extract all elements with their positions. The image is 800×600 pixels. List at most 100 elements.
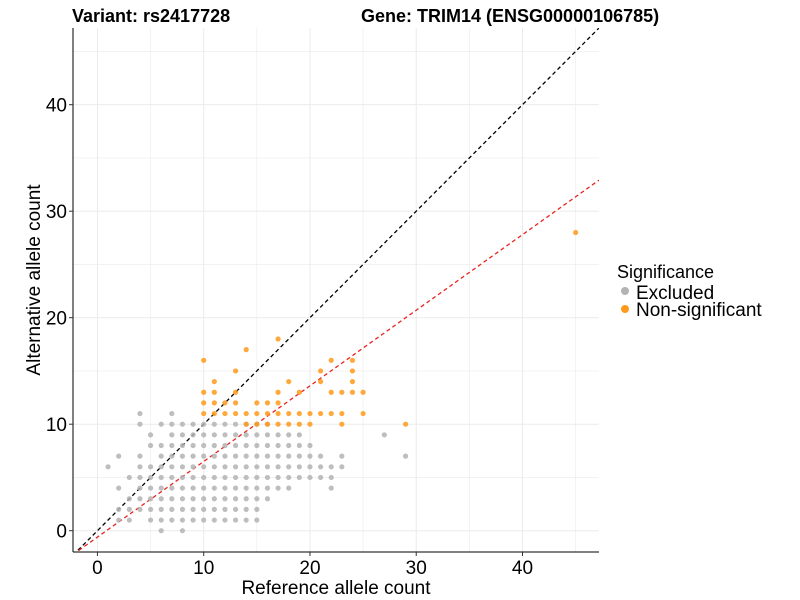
point-non-significant [286, 378, 292, 385]
point-non-significant [296, 421, 302, 427]
point-non-significant [349, 378, 356, 385]
point-non-significant [275, 389, 281, 395]
point-non-significant [254, 421, 260, 427]
y-axis-title: Alternative allele count [24, 184, 45, 376]
point-non-significant [307, 421, 313, 427]
point-excluded [190, 517, 196, 523]
point-excluded [126, 474, 132, 481]
point-excluded [339, 464, 345, 470]
point-excluded [169, 496, 175, 502]
point-excluded [179, 485, 186, 491]
point-excluded [264, 496, 271, 502]
point-excluded [179, 421, 186, 427]
point-excluded [275, 464, 281, 470]
point-excluded [169, 442, 175, 449]
point-excluded [222, 432, 228, 438]
point-excluded [190, 421, 196, 427]
point-excluded [232, 485, 239, 491]
point-excluded [137, 410, 143, 417]
point-excluded [222, 496, 228, 502]
point-non-significant [360, 389, 366, 395]
point-excluded [264, 453, 271, 459]
point-excluded [169, 485, 175, 491]
point-excluded [147, 496, 154, 502]
point-excluded [147, 442, 154, 449]
title-gene: Gene: TRIM14 (ENSG00000106785) [361, 6, 659, 26]
point-excluded [211, 421, 217, 427]
point-excluded [190, 474, 196, 481]
point-non-significant [275, 421, 281, 427]
point-excluded [243, 474, 249, 481]
point-excluded [211, 496, 217, 502]
point-excluded [243, 453, 249, 459]
y-tick-label: 0 [56, 522, 67, 543]
point-excluded [232, 474, 239, 481]
point-non-significant [328, 357, 334, 363]
point-non-significant [296, 410, 302, 417]
point-non-significant [275, 400, 281, 406]
point-non-significant [317, 368, 324, 374]
point-excluded [317, 453, 324, 459]
point-non-significant [403, 421, 409, 427]
point-excluded [190, 485, 196, 491]
point-excluded [126, 506, 132, 512]
point-excluded [190, 432, 196, 438]
point-excluded [264, 442, 271, 449]
point-excluded [296, 453, 302, 459]
point-non-significant [317, 378, 324, 385]
point-excluded [286, 453, 292, 459]
point-excluded [201, 453, 207, 459]
point-excluded [222, 453, 228, 459]
point-excluded [179, 453, 186, 459]
point-excluded [243, 432, 249, 438]
point-excluded [286, 474, 292, 481]
point-excluded [137, 496, 143, 502]
point-excluded [147, 485, 154, 491]
point-excluded [232, 442, 239, 449]
legend: Significance Excluded Non-significant [617, 262, 762, 321]
point-non-significant [222, 400, 228, 406]
point-excluded [222, 485, 228, 491]
point-non-significant [328, 389, 334, 395]
point-non-significant [232, 410, 239, 417]
point-excluded [211, 506, 217, 512]
point-excluded [232, 432, 239, 438]
x-tick-label: 30 [406, 558, 427, 579]
point-excluded [179, 506, 186, 512]
point-excluded [307, 442, 313, 449]
point-excluded [254, 442, 260, 449]
point-excluded [286, 432, 292, 438]
point-excluded [275, 442, 281, 449]
point-non-significant [254, 410, 260, 417]
legend-title: Significance [617, 262, 714, 282]
point-excluded [179, 464, 186, 470]
point-excluded [211, 442, 217, 449]
point-excluded [254, 432, 260, 438]
x-tick-label: 40 [512, 558, 533, 579]
point-excluded [211, 453, 217, 459]
x-tick-label: 0 [92, 558, 103, 579]
point-non-significant [201, 400, 207, 406]
point-non-significant [222, 410, 228, 417]
point-excluded [201, 432, 207, 438]
point-excluded [201, 442, 207, 449]
point-excluded [254, 485, 260, 491]
y-tick-label: 40 [46, 96, 67, 117]
point-excluded [328, 464, 334, 470]
point-excluded [169, 453, 175, 459]
point-non-significant [243, 421, 249, 427]
point-non-significant [243, 410, 249, 417]
point-excluded [254, 474, 260, 481]
point-excluded [201, 496, 207, 502]
point-excluded [169, 474, 175, 481]
point-excluded [264, 464, 271, 470]
point-excluded [137, 464, 143, 470]
point-excluded [169, 432, 175, 438]
point-excluded [116, 517, 122, 523]
title-variant: Variant: rs2417728 [72, 6, 230, 26]
point-excluded [158, 464, 164, 470]
point-excluded [137, 485, 143, 491]
point-excluded [158, 421, 164, 427]
point-excluded [158, 496, 164, 502]
legend-key-excluded [621, 287, 629, 295]
